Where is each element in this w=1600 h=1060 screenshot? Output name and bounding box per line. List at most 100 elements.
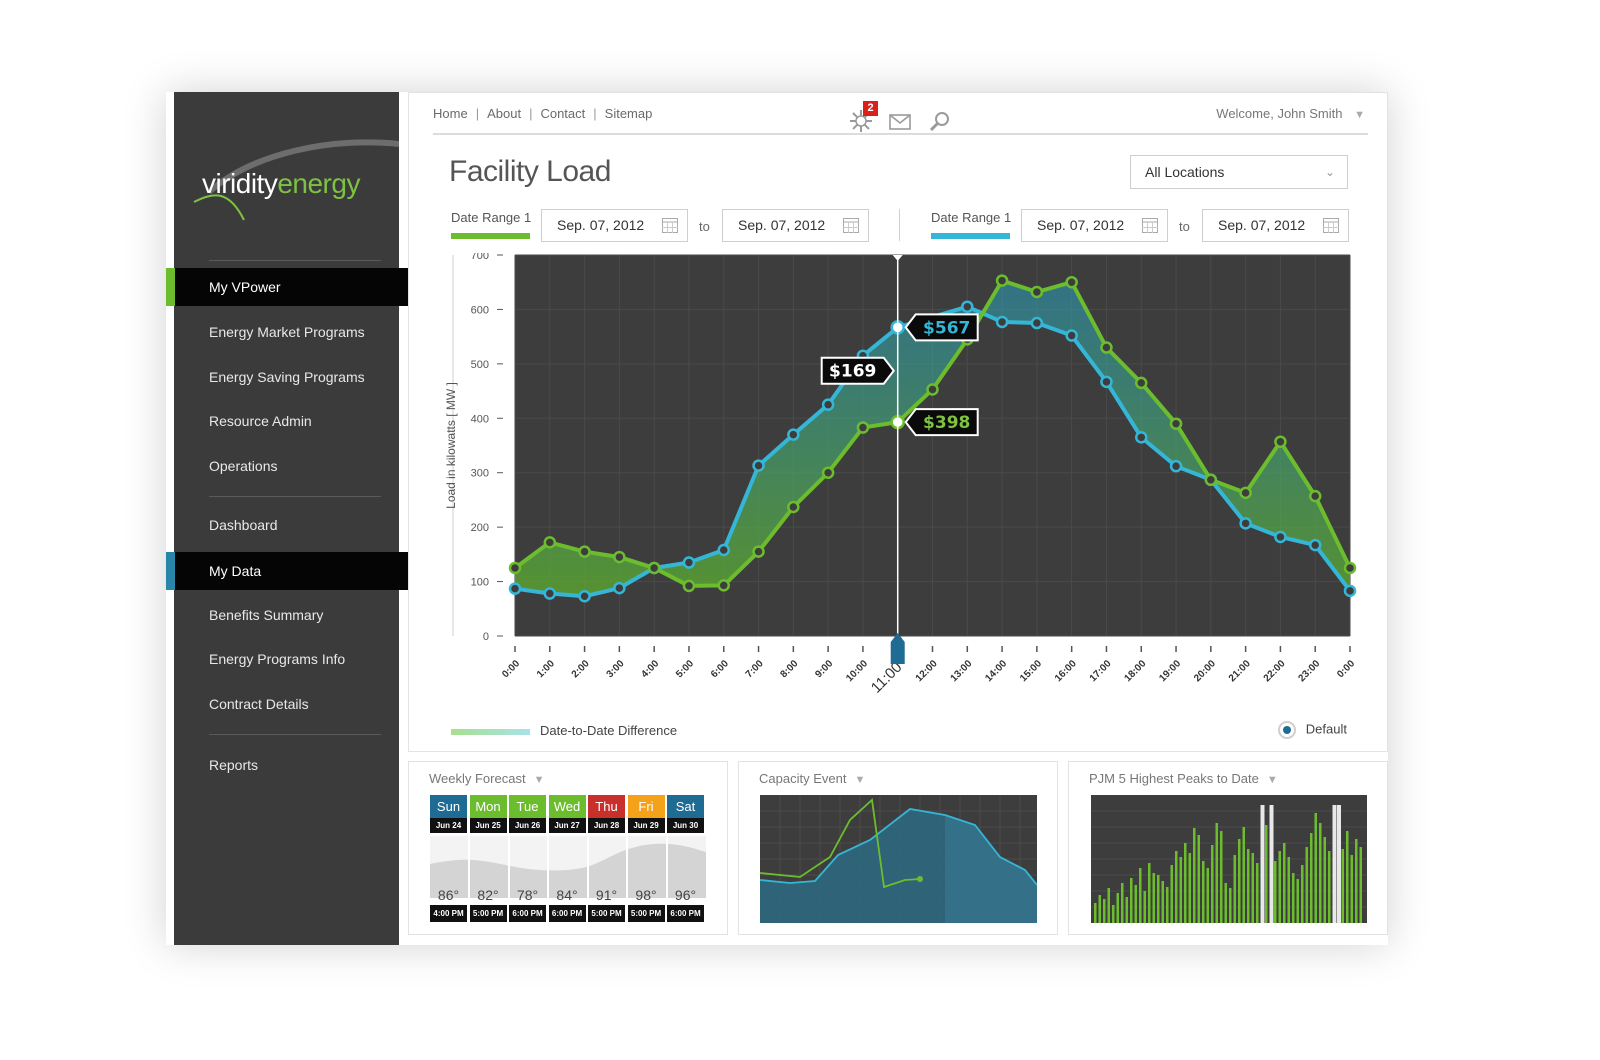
x-tick-label: 19:00 xyxy=(1157,658,1183,684)
load-bar xyxy=(1152,873,1155,923)
nav-sitemap-link[interactable]: Sitemap xyxy=(604,106,653,121)
forecast-day-sun[interactable]: Sun Jun 24 86° 4:00 PM xyxy=(430,795,467,922)
user-menu[interactable]: Welcome, John Smith ▼ xyxy=(1216,106,1365,121)
y-tick-label: 500 xyxy=(471,359,489,371)
green-data-point xyxy=(647,561,661,575)
difference-swatch xyxy=(451,728,530,735)
sidebar-item-reports[interactable]: Reports xyxy=(174,746,399,784)
green-data-point xyxy=(1343,561,1357,575)
card-title-text: Weekly Forecast xyxy=(429,771,526,786)
sidebar-item-energy-market-programs[interactable]: Energy Market Programs xyxy=(174,313,399,351)
peak-bar xyxy=(1332,805,1337,923)
alerts-count-badge: 2 xyxy=(863,101,878,116)
forecast-day-thu[interactable]: Thu Jun 28 91° 5:00 PM xyxy=(588,795,625,922)
range1-to-date[interactable]: Sep. 07, 2012 xyxy=(722,209,869,242)
green-data-point xyxy=(1239,486,1252,500)
range2-to-date[interactable]: Sep. 07, 2012 xyxy=(1202,209,1349,242)
sidebar-item-energy-saving-programs[interactable]: Energy Saving Programs xyxy=(174,358,399,396)
green-data-point xyxy=(787,500,800,514)
y-tick-label: 700 xyxy=(471,253,489,262)
load-bar xyxy=(1278,851,1281,923)
blue-data-point xyxy=(1030,316,1044,330)
sidebar-item-resource-admin[interactable]: Resource Admin xyxy=(174,402,399,440)
load-bar xyxy=(1188,853,1191,923)
radio-button[interactable] xyxy=(1277,721,1296,739)
day-peak-time: 4:00 PM xyxy=(430,905,467,922)
app-frame: viridityenergy My VPower Energy Market P… xyxy=(166,92,1388,945)
day-temperature: 82° xyxy=(477,887,499,903)
sidebar-item-contract-details[interactable]: Contract Details xyxy=(174,685,399,723)
load-bar xyxy=(1341,849,1344,923)
day-name: Thu xyxy=(588,795,625,818)
day-date: Jun 29 xyxy=(627,818,665,833)
green-data-point xyxy=(578,545,591,558)
selection-cursor[interactable] xyxy=(890,255,905,664)
green-data-point xyxy=(1100,341,1113,354)
sidebar-item-operations[interactable]: Operations xyxy=(174,447,399,485)
range1-to-label: to xyxy=(699,219,710,234)
calendar-icon[interactable] xyxy=(1142,218,1158,233)
capacity-event-card: Capacity Event ▼ xyxy=(738,761,1058,935)
x-tick-label: 0:00 xyxy=(500,658,522,680)
calendar-icon[interactable] xyxy=(843,218,859,233)
x-tick-label: 10:00 xyxy=(844,658,870,684)
nav-home-link[interactable]: Home xyxy=(433,106,468,121)
blue-data-point xyxy=(787,428,800,441)
forecast-day-tue[interactable]: Tue Jun 26 78° 6:00 PM xyxy=(509,795,546,922)
logo-wordmark[interactable]: viridityenergy xyxy=(202,168,360,200)
peak-bar xyxy=(1269,805,1274,923)
forecast-day-mon[interactable]: Mon Jun 25 82° 5:00 PM xyxy=(469,795,507,922)
load-bar xyxy=(1148,863,1151,923)
y-tick-label: 400 xyxy=(471,413,489,425)
active-indicator xyxy=(166,552,175,590)
x-tick-label: 22:00 xyxy=(1262,658,1288,684)
day-peak-time: 6:00 PM xyxy=(509,905,546,922)
default-radio[interactable]: Default xyxy=(1277,721,1347,739)
pjm-peaks-title[interactable]: PJM 5 Highest Peaks to Date ▼ xyxy=(1089,771,1278,786)
load-bar xyxy=(1350,855,1353,923)
sidebar-item-my-data[interactable]: My Data xyxy=(166,552,419,590)
load-bar xyxy=(1301,865,1304,923)
sidebar-item-benefits-summary[interactable]: Benefits Summary xyxy=(174,596,399,634)
forecast-day-fri[interactable]: Fri Jun 29 98° 5:00 PM xyxy=(627,795,665,922)
day-name: Sat xyxy=(667,795,704,818)
blue-value-callout-text: $567 xyxy=(923,318,970,338)
calendar-icon[interactable] xyxy=(662,218,678,233)
calendar-icon[interactable] xyxy=(1323,218,1339,233)
chevron-down-icon: ▼ xyxy=(1266,774,1278,786)
chart-legend: Date-to-Date Difference xyxy=(451,723,677,738)
range1-from-date[interactable]: Sep. 07, 2012 xyxy=(541,209,688,242)
mail-icon[interactable] xyxy=(889,114,911,130)
day-temperature: 84° xyxy=(556,887,578,903)
blue-data-point xyxy=(1135,431,1148,444)
nav-contact-link[interactable]: Contact xyxy=(540,106,586,121)
x-tick-label: 9:00 xyxy=(813,658,835,680)
nav-about-link[interactable]: About xyxy=(487,106,522,121)
active-indicator xyxy=(166,268,175,306)
load-bar xyxy=(1161,881,1164,923)
day-peak-time: 6:00 PM xyxy=(548,905,586,922)
load-bar xyxy=(1103,899,1106,923)
forecast-day-sat[interactable]: Sat Jun 30 96° 6:00 PM xyxy=(667,795,704,922)
range2-color-swatch xyxy=(931,233,1010,239)
forecast-day-wed[interactable]: Wed Jun 27 84° 6:00 PM xyxy=(548,795,586,922)
sidebar-item-energy-programs-info[interactable]: Energy Programs Info xyxy=(174,640,399,678)
range2-from-date[interactable]: Sep. 07, 2012 xyxy=(1021,209,1168,242)
sidebar-item-dashboard[interactable]: Dashboard xyxy=(174,506,399,544)
capacity-event-title[interactable]: Capacity Event ▼ xyxy=(759,771,865,786)
chevron-down-icon: ⌄ xyxy=(1324,165,1335,179)
x-tick-label: 8:00 xyxy=(779,658,801,680)
weekly-forecast-title[interactable]: Weekly Forecast ▼ xyxy=(429,771,544,786)
location-select[interactable]: All Locations ⌄ xyxy=(1130,155,1348,189)
facility-load-chart[interactable]: 0 100 200 300 400 500 600 700 0:00 1:00 2:00 3:00 4… xyxy=(409,253,1387,713)
load-bar xyxy=(1305,847,1308,923)
blue-data-point xyxy=(1239,517,1252,530)
search-icon[interactable] xyxy=(929,111,951,133)
blue-data-point xyxy=(1100,375,1113,389)
sidebar-item-my-vpower[interactable]: My VPower xyxy=(166,268,409,306)
load-bar xyxy=(1274,861,1277,923)
load-bar xyxy=(1355,839,1358,923)
x-tick-label: 20:00 xyxy=(1192,658,1218,684)
sidebar-item-label: Contract Details xyxy=(209,696,309,712)
load-bar xyxy=(1328,851,1331,923)
